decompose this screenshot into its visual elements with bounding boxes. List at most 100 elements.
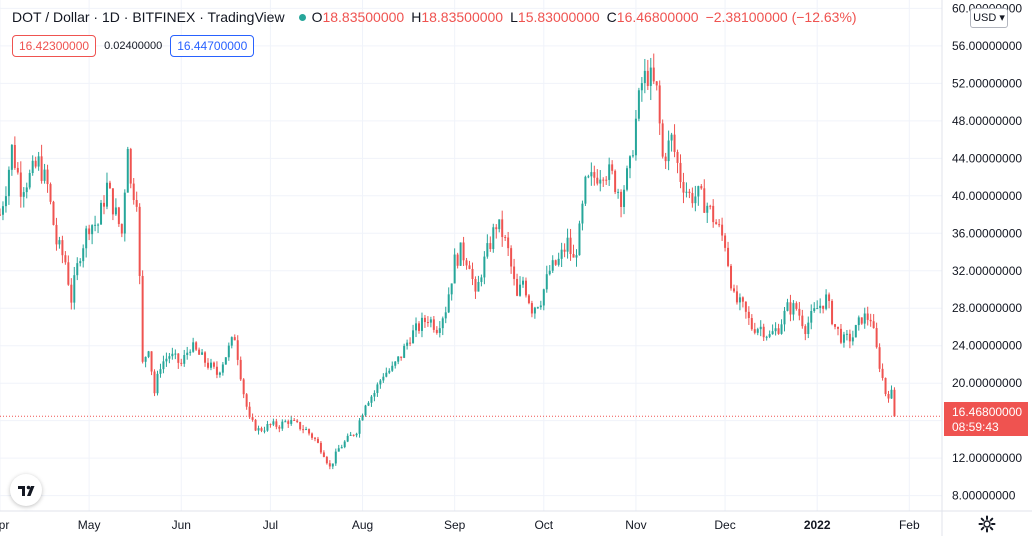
candle-body	[67, 262, 70, 285]
candle-body	[881, 368, 884, 378]
candle-body	[391, 365, 394, 371]
candle-body	[706, 205, 709, 213]
candle-body	[183, 355, 186, 364]
candle-body	[105, 182, 108, 207]
candle-body	[331, 463, 334, 467]
candle-body	[37, 156, 40, 167]
candle-body	[703, 188, 706, 213]
candle-body	[287, 421, 290, 424]
candle-body	[587, 176, 590, 178]
candle-body	[385, 372, 388, 377]
candle-body	[429, 319, 432, 323]
candle-body	[486, 243, 489, 257]
candle-body	[82, 248, 85, 262]
candle-body	[575, 255, 578, 258]
candle-body	[685, 191, 688, 193]
candle-body	[554, 260, 557, 265]
candle-body	[495, 227, 498, 230]
candle-body	[527, 295, 530, 304]
candle-body	[548, 270, 551, 275]
currency-button[interactable]: USD ▾	[970, 8, 1008, 28]
candle-body	[361, 415, 364, 421]
buy-price-button[interactable]: 16.44700000	[170, 35, 255, 57]
candle-body	[296, 420, 299, 422]
tradingview-logo-icon[interactable]	[10, 474, 42, 506]
candle-body	[875, 328, 878, 348]
candle-body	[640, 83, 643, 91]
candle-body	[804, 326, 807, 335]
candle-body	[346, 435, 349, 442]
candle-body	[851, 337, 854, 342]
candle-body	[114, 207, 117, 215]
candle-body	[275, 421, 278, 427]
candle-body	[132, 183, 135, 201]
candle-body	[854, 325, 857, 338]
candle-body	[563, 249, 566, 252]
candle-body	[394, 361, 397, 366]
price-tick-label: 48.00000000	[952, 114, 1022, 128]
candle-body	[477, 281, 480, 292]
candle-body	[120, 224, 123, 234]
candle-body	[322, 452, 325, 457]
candle-body	[792, 303, 795, 315]
candle-body	[872, 321, 875, 329]
candle-body	[536, 307, 539, 309]
candle-body	[34, 160, 37, 167]
candle-body	[135, 200, 138, 207]
candle-body	[284, 421, 287, 423]
price-axis: 8.0000000012.0000000016.0000000020.00000…	[941, 0, 1022, 536]
candle-body	[174, 353, 177, 355]
candle-body	[777, 328, 780, 334]
candle-body	[700, 186, 703, 189]
candle-body	[513, 266, 516, 279]
candle-body	[423, 317, 426, 323]
price-tick-label: 20.00000000	[952, 376, 1022, 390]
sell-price-button[interactable]: 16.42300000	[12, 35, 97, 57]
candle-body	[13, 144, 16, 168]
candle-body	[337, 448, 340, 452]
candle-body	[578, 223, 581, 256]
settings-gear-icon[interactable]	[978, 515, 996, 533]
high-label: H	[411, 9, 422, 25]
symbol-title[interactable]: DOT / Dollar · 1D · BITFINEX · TradingVi…	[12, 9, 285, 25]
candle-body	[667, 140, 670, 162]
candle-body	[530, 303, 533, 314]
close-value: 16.46800000	[616, 9, 699, 25]
candle-body	[697, 186, 700, 197]
candle-body	[10, 144, 13, 170]
candle-body	[848, 333, 851, 342]
candle-body	[807, 322, 810, 335]
time-axis: Apr May Jun Jul Aug Sep Oct Nov Dec 2022 Feb	[0, 510, 1032, 532]
candle-body	[129, 148, 132, 184]
candle-body	[890, 389, 893, 399]
candle-body	[186, 352, 189, 356]
candle-body	[501, 219, 504, 238]
candle-body	[584, 176, 587, 204]
candle-body	[732, 288, 735, 292]
candle-body	[813, 308, 816, 312]
candle-body	[260, 428, 263, 431]
candle-body	[465, 260, 468, 266]
candle-body	[471, 268, 474, 280]
time-tick-label: Sep	[444, 518, 466, 532]
candle-body	[489, 243, 492, 250]
candle-body	[459, 242, 462, 266]
time-tick-label: Nov	[625, 518, 646, 532]
candle-body	[718, 224, 721, 226]
candle-body	[747, 311, 750, 319]
candle-body	[498, 219, 501, 230]
candle-body	[524, 280, 527, 296]
time-tick-label: May	[78, 518, 101, 532]
candle-body	[111, 188, 114, 215]
candle-body	[207, 362, 210, 368]
candle-body	[117, 207, 120, 225]
candle-body	[227, 345, 230, 358]
candle-body	[373, 392, 376, 397]
candle-body	[649, 67, 652, 86]
close-label: C	[606, 9, 617, 25]
candle-body	[64, 255, 67, 263]
candle-body	[70, 284, 73, 303]
candle-body	[819, 305, 822, 309]
candle-body	[281, 421, 284, 429]
